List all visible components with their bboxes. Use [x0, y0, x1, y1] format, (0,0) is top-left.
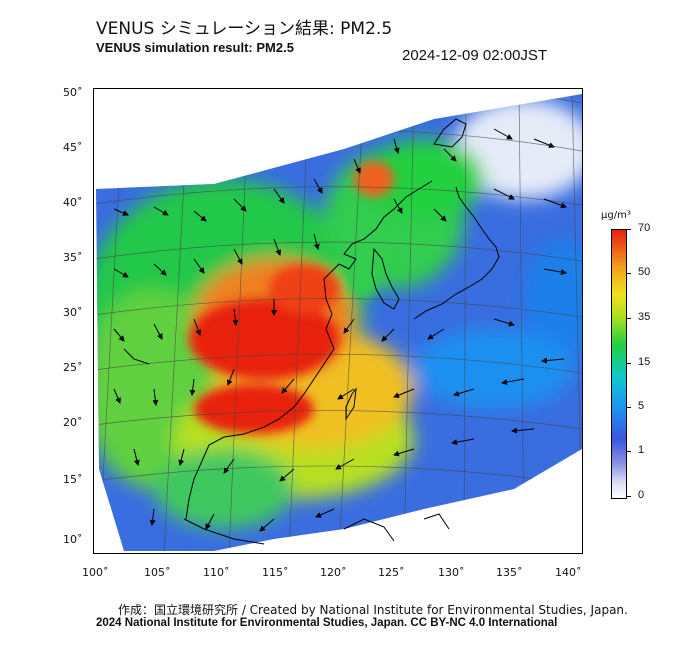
colorbar-tick-mark: [626, 407, 631, 408]
lon-tick-label: 100˚: [82, 566, 109, 579]
colorbar-tick-mark: [626, 229, 631, 230]
colorbar-tick-label: 35: [638, 311, 651, 323]
lat-tick-label: 25˚: [63, 361, 83, 374]
lon-tick-label: 120˚: [320, 566, 347, 579]
lat-tick-label: 35˚: [63, 251, 83, 264]
wind-vectors: [113, 128, 567, 532]
lat-tick-label: 50˚: [63, 86, 83, 99]
colorbar-tick-label: 0: [638, 489, 645, 501]
colorbar-tick-label: 70: [638, 222, 651, 234]
lat-tick-label: 15˚: [63, 473, 83, 486]
colorbar-tick-mark: [626, 318, 631, 319]
lon-tick-label: 115˚: [262, 566, 289, 579]
lon-tick-label: 105˚: [144, 566, 171, 579]
pm25-field: [96, 94, 582, 551]
colorbar-unit: μg/m³: [601, 210, 631, 221]
colorbar-tick-label: 5: [638, 400, 645, 412]
lat-tick-label: 30˚: [63, 306, 83, 319]
lat-tick-label: 45˚: [63, 141, 83, 154]
credit-license: 2024 National Institute for Environmenta…: [96, 617, 558, 629]
lat-tick-label: 20˚: [63, 416, 83, 429]
timestamp: 2024-12-09 02:00JST: [402, 47, 548, 64]
lat-tick-label: 40˚: [63, 196, 83, 209]
lon-tick-label: 110˚: [203, 566, 230, 579]
colorbar-tick-label: 50: [638, 266, 651, 278]
colorbar-tick-mark: [626, 363, 631, 364]
coastlines: [123, 118, 500, 545]
pm25-map: [93, 88, 583, 554]
lon-tick-label: 130˚: [438, 566, 465, 579]
colorbar-tick-mark: [626, 451, 631, 452]
title-japanese: VENUS シミュレーション結果: PM2.5: [96, 19, 393, 39]
colorbar-tick-label: 1: [638, 444, 645, 456]
colorbar-gradient: [611, 229, 627, 499]
colorbar-tick-label: 15: [638, 356, 651, 368]
title-english: VENUS simulation result: PM2.5: [96, 40, 294, 55]
colorbar-tick-mark: [626, 496, 631, 497]
lon-tick-label: 140˚: [555, 566, 582, 579]
lon-tick-label: 125˚: [378, 566, 405, 579]
colorbar-tick-mark: [626, 273, 631, 274]
lat-tick-label: 10˚: [63, 533, 83, 546]
credit-created-by: 作成：国立環境研究所 / Created by National Institu…: [118, 603, 628, 617]
map-svg: [96, 94, 582, 551]
lon-tick-label: 135˚: [496, 566, 523, 579]
